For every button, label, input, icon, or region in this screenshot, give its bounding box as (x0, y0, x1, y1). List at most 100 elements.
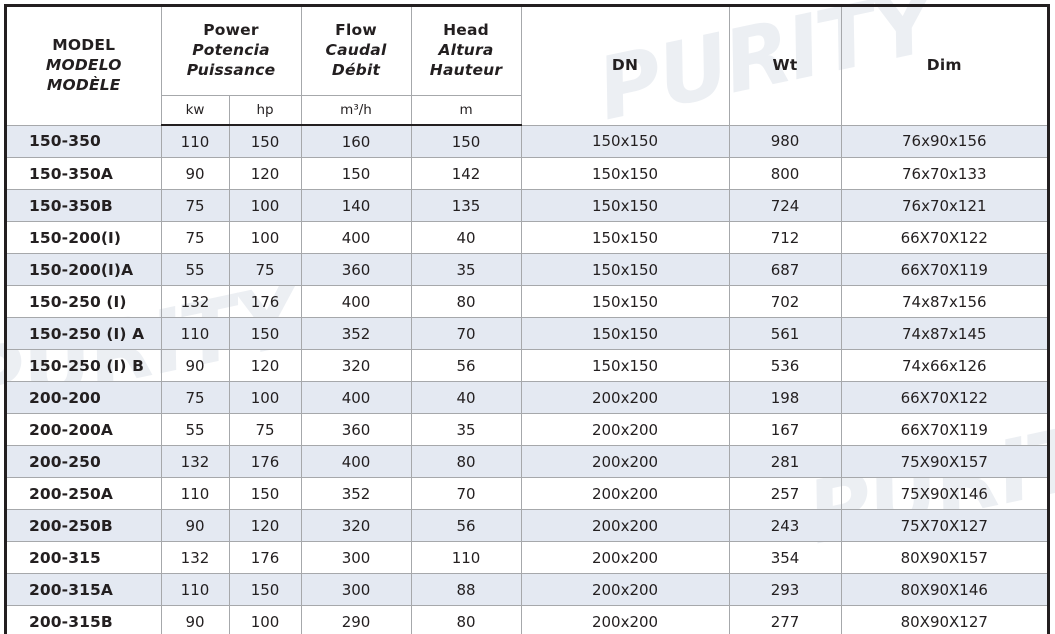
cell-flow: 360 (301, 413, 412, 446)
header-power-es: Potencia (192, 41, 270, 60)
cell-wt: 800 (729, 157, 842, 190)
header-flow-en: Flow (335, 21, 377, 40)
table-row[interactable]: 200-250B 90 120 320 56 200x200 243 75X70X127 (7, 509, 1047, 542)
cell-kw: 90 (161, 605, 230, 634)
cell-model: 200-200 (7, 381, 162, 414)
table-row[interactable]: 150-200(I) 75 100 400 40 150x150 712 66X70X122 (7, 221, 1047, 254)
cell-dim: 74x87x156 (841, 285, 1047, 318)
cell-head: 35 (411, 253, 522, 286)
header-model-en: MODEL (52, 36, 116, 54)
cell-hp: 75 (229, 413, 302, 446)
cell-dn: 150x150 (521, 157, 730, 190)
cell-head: 80 (411, 605, 522, 634)
header-wt-en: Wt (772, 55, 798, 74)
cell-dim: 66X70X119 (841, 253, 1047, 286)
cell-kw: 110 (161, 573, 230, 606)
header-flow-fr: Débit (331, 60, 381, 79)
cell-flow: 352 (301, 477, 412, 510)
cell-hp: 150 (229, 317, 302, 350)
header-head: Head Altura Hauteur (411, 7, 522, 96)
cell-flow: 290 (301, 605, 412, 634)
table-row[interactable]: 200-200 75 100 400 40 200x200 198 66X70X122 (7, 381, 1047, 414)
table-row[interactable]: 150-350A 90 120 150 142 150x150 800 76x70x133 (7, 157, 1047, 190)
unit-hp: hp (229, 95, 302, 126)
cell-model: 150-200(I)A (7, 253, 162, 286)
cell-kw: 132 (161, 285, 230, 318)
cell-dim: 74x66x126 (841, 349, 1047, 382)
cell-flow: 400 (301, 221, 412, 254)
cell-flow: 300 (301, 573, 412, 606)
cell-head: 88 (411, 573, 522, 606)
header-model: MODEL MODELO MODÈLE (7, 7, 162, 126)
table-row[interactable]: 150-350B 75 100 140 135 150x150 724 76x70x121 (7, 189, 1047, 222)
cell-dn: 150x150 (521, 221, 730, 254)
cell-head: 70 (411, 477, 522, 510)
cell-flow: 400 (301, 285, 412, 318)
cell-flow: 150 (301, 157, 412, 190)
cell-dn: 150x150 (521, 189, 730, 222)
table-row[interactable]: 200-315B 90 100 290 80 200x200 277 80X90X127 (7, 605, 1047, 634)
table-row[interactable]: 200-315 132 176 300 110 200x200 354 80X90X157 (7, 541, 1047, 574)
cell-wt: 277 (729, 605, 842, 634)
table-row[interactable]: 150-250 (I) A 110 150 352 70 150x150 561 74x87x… (7, 317, 1047, 350)
cell-flow: 400 (301, 381, 412, 414)
table-row[interactable]: 200-315A 110 150 300 88 200x200 293 80X90X146 (7, 573, 1047, 606)
cell-head: 70 (411, 317, 522, 350)
cell-wt: 243 (729, 509, 842, 542)
header-dim-en: Dim (926, 55, 962, 74)
cell-dim: 75X70X127 (841, 509, 1047, 542)
table-row[interactable]: 150-250 (I) 132 176 400 80 150x150 702 74x87x15… (7, 285, 1047, 318)
header-model-fr: MODÈLE (46, 75, 121, 94)
cell-wt: 281 (729, 445, 842, 478)
cell-kw: 110 (161, 477, 230, 510)
table-row[interactable]: 150-200(I)A 55 75 360 35 150x150 687 66X70X119 (7, 253, 1047, 286)
cell-dn: 150x150 (521, 253, 730, 286)
cell-model: 200-200A (7, 413, 162, 446)
header-dn-en: DN (611, 55, 639, 74)
cell-dn: 200x200 (521, 445, 730, 478)
table-row[interactable]: 150-250 (I) B 90 120 320 56 150x150 536 74x66x1… (7, 349, 1047, 382)
table-row[interactable]: 150-350 110 150 160 150 150x150 980 76x90x156 (7, 125, 1047, 158)
cell-model: 150-250 (I) B (7, 349, 162, 382)
cell-hp: 100 (229, 189, 302, 222)
cell-flow: 320 (301, 349, 412, 382)
cell-flow: 352 (301, 317, 412, 350)
pump-specification-table: MODEL MODELO MODÈLE Power Potencia Puiss… (7, 7, 1047, 634)
cell-dim: 76x90x156 (841, 125, 1047, 158)
cell-hp: 150 (229, 477, 302, 510)
cell-head: 80 (411, 285, 522, 318)
table-row[interactable]: 200-200A 55 75 360 35 200x200 167 66X70X119 (7, 413, 1047, 446)
unit-flow: m³/h (301, 95, 412, 126)
cell-model: 200-250A (7, 477, 162, 510)
cell-dn: 200x200 (521, 573, 730, 606)
cell-hp: 150 (229, 125, 302, 158)
cell-wt: 198 (729, 381, 842, 414)
table-row[interactable]: 200-250A 110 150 352 70 200x200 257 75X90X146 (7, 477, 1047, 510)
cell-model: 200-315A (7, 573, 162, 606)
cell-flow: 360 (301, 253, 412, 286)
cell-dn: 200x200 (521, 381, 730, 414)
table-unit-row: kw hp m³/h m (7, 95, 1047, 126)
cell-model: 150-250 (I) A (7, 317, 162, 350)
cell-kw: 132 (161, 541, 230, 574)
cell-dim: 66X70X122 (841, 221, 1047, 254)
cell-dim: 76x70x133 (841, 157, 1047, 190)
header-model-es: MODELO (45, 55, 122, 74)
cell-dn: 200x200 (521, 541, 730, 574)
header-flow-es: Caudal (325, 41, 387, 60)
cell-wt: 702 (729, 285, 842, 318)
cell-head: 135 (411, 189, 522, 222)
cell-kw: 110 (161, 125, 230, 158)
cell-hp: 100 (229, 605, 302, 634)
cell-hp: 120 (229, 509, 302, 542)
cell-dn: 200x200 (521, 413, 730, 446)
table-body: 150-350 110 150 160 150 150x150 980 76x90x156 15… (7, 125, 1047, 634)
table-row[interactable]: 200-250 132 176 400 80 200x200 281 75X90X157 (7, 445, 1047, 478)
cell-kw: 132 (161, 445, 230, 478)
cell-hp: 176 (229, 445, 302, 478)
table-header: MODEL MODELO MODÈLE Power Potencia Puiss… (7, 7, 1047, 126)
header-head-es: Altura (438, 41, 494, 60)
cell-head: 56 (411, 509, 522, 542)
cell-model: 150-250 (I) (7, 285, 162, 318)
